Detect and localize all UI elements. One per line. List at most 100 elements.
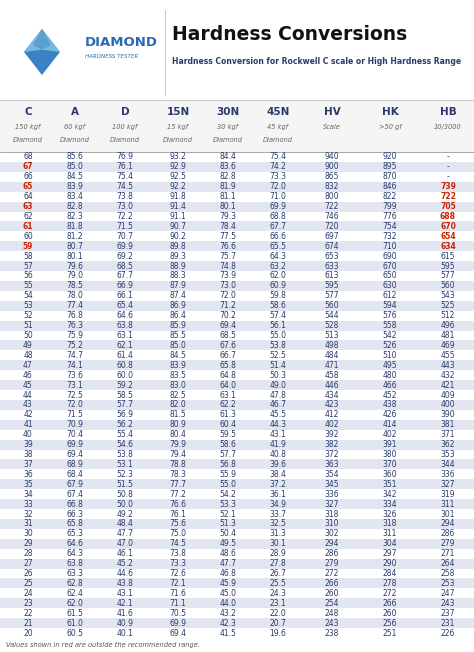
Text: 50.0: 50.0 (117, 499, 134, 509)
Text: 284: 284 (383, 569, 397, 578)
Text: 76.6: 76.6 (219, 242, 237, 251)
Text: Hardness Conversions: Hardness Conversions (172, 25, 407, 44)
Text: 60: 60 (23, 232, 33, 241)
Text: 412: 412 (325, 410, 339, 419)
Text: 70.7: 70.7 (117, 232, 134, 241)
Text: 33: 33 (23, 499, 33, 509)
Bar (0, 162, 474, 172)
Text: 634: 634 (440, 242, 456, 251)
Text: 60.9: 60.9 (270, 282, 286, 290)
Text: 80.1: 80.1 (219, 202, 237, 211)
Bar (0, 222, 474, 231)
Text: Diamond: Diamond (60, 137, 90, 143)
Bar (0, 271, 474, 281)
Text: 51: 51 (23, 321, 33, 330)
Text: 44.3: 44.3 (270, 421, 286, 429)
Text: 76.1: 76.1 (170, 509, 186, 518)
Text: 85.9: 85.9 (170, 321, 186, 330)
Bar (0, 439, 474, 449)
Bar (0, 519, 474, 529)
Text: 342: 342 (383, 490, 397, 499)
Text: A: A (71, 107, 79, 117)
Text: 81.8: 81.8 (67, 222, 83, 231)
Text: 89.3: 89.3 (170, 252, 186, 261)
Text: 91.4: 91.4 (170, 202, 186, 211)
Bar (0, 311, 474, 321)
Text: 76.8: 76.8 (66, 311, 83, 320)
Text: 271: 271 (441, 549, 455, 558)
Text: 336: 336 (325, 490, 339, 499)
Text: 71.5: 71.5 (117, 222, 134, 231)
Text: 60.0: 60.0 (117, 371, 134, 379)
Text: 81.2: 81.2 (67, 232, 83, 241)
Text: 55.0: 55.0 (219, 480, 237, 489)
Text: 46.1: 46.1 (117, 549, 134, 558)
Text: 60.8: 60.8 (117, 361, 134, 370)
Bar (0, 628, 474, 638)
Text: 55.9: 55.9 (219, 470, 237, 479)
Text: 920: 920 (383, 153, 397, 162)
Text: 654: 654 (440, 232, 456, 241)
Text: 61.4: 61.4 (117, 351, 134, 360)
Text: 66.6: 66.6 (270, 232, 286, 241)
Text: 560: 560 (325, 301, 339, 310)
Text: 89.8: 89.8 (170, 242, 186, 251)
Bar (0, 549, 474, 559)
Text: 75.4: 75.4 (117, 172, 134, 181)
Text: 48.4: 48.4 (117, 520, 134, 528)
Text: 443: 443 (441, 361, 456, 370)
Text: 40.8: 40.8 (270, 450, 286, 459)
Text: 49.2: 49.2 (117, 509, 134, 518)
Text: 69.2: 69.2 (117, 252, 134, 261)
Bar (0, 331, 474, 340)
Text: 64.6: 64.6 (66, 539, 83, 548)
Bar (0, 301, 474, 311)
Text: 55: 55 (23, 282, 33, 290)
Text: 84.5: 84.5 (170, 351, 186, 360)
Text: 43.2: 43.2 (219, 609, 237, 617)
Text: 72.2: 72.2 (117, 212, 133, 221)
Text: 41.9: 41.9 (270, 440, 286, 449)
Text: 256: 256 (383, 619, 397, 628)
Text: 150 kgf: 150 kgf (15, 124, 41, 130)
Text: Values shown in red are outside the recommended range.: Values shown in red are outside the reco… (6, 642, 200, 648)
Text: 800: 800 (325, 192, 339, 201)
Text: 438: 438 (383, 400, 397, 409)
Text: 62.8: 62.8 (67, 579, 83, 588)
Text: 24.3: 24.3 (270, 589, 286, 598)
Text: >50 gf: >50 gf (379, 124, 401, 130)
Bar (0, 449, 474, 460)
Text: 79.6: 79.6 (66, 261, 83, 271)
Bar (0, 390, 474, 400)
Bar (0, 370, 474, 380)
Text: 371: 371 (441, 430, 455, 439)
Text: 47.7: 47.7 (117, 529, 134, 539)
Text: 251: 251 (383, 629, 397, 638)
Text: 402: 402 (325, 421, 339, 429)
Text: 45.0: 45.0 (219, 589, 237, 598)
Bar (0, 559, 474, 569)
Text: 70.2: 70.2 (219, 311, 237, 320)
Text: 612: 612 (383, 291, 397, 301)
Text: 65.4: 65.4 (117, 301, 134, 310)
Text: 421: 421 (441, 381, 455, 390)
Text: 36: 36 (23, 470, 33, 479)
Text: HV: HV (324, 107, 340, 117)
Text: 272: 272 (383, 589, 397, 598)
Text: 822: 822 (383, 192, 397, 201)
Text: 62.1: 62.1 (117, 341, 133, 350)
Text: 87.4: 87.4 (170, 291, 186, 301)
Text: HARDNESS TESTER: HARDNESS TESTER (85, 55, 138, 59)
Polygon shape (33, 29, 51, 50)
Text: 56.2: 56.2 (117, 421, 134, 429)
Bar (0, 499, 474, 509)
Text: 32.5: 32.5 (270, 520, 286, 528)
Text: 53: 53 (23, 301, 33, 310)
Text: 52.1: 52.1 (219, 509, 237, 518)
Bar (0, 281, 474, 291)
Text: 895: 895 (383, 162, 397, 171)
Text: 64.6: 64.6 (117, 311, 134, 320)
Text: 41.5: 41.5 (219, 629, 237, 638)
Text: 59.5: 59.5 (219, 430, 237, 439)
Text: 248: 248 (325, 609, 339, 617)
